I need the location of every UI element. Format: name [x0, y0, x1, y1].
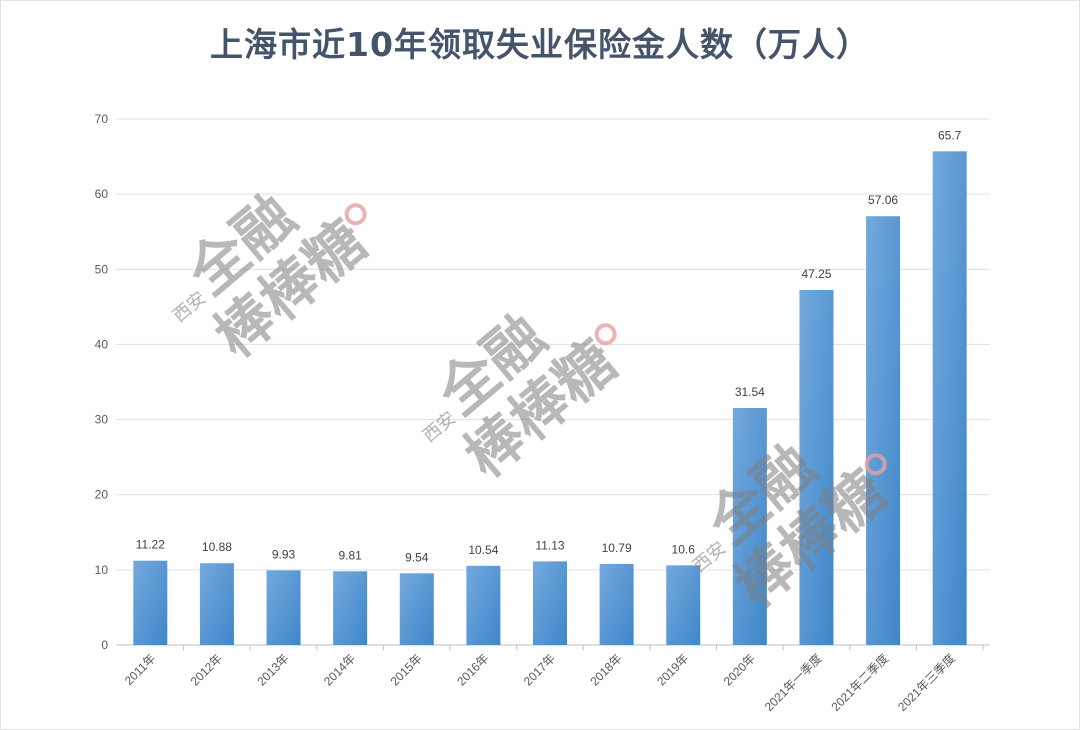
x-tick-label: 2018年	[587, 651, 624, 688]
data-label: 10.79	[602, 541, 632, 555]
y-tick-label: 40	[95, 337, 109, 351]
bar	[666, 565, 701, 645]
bar	[133, 560, 168, 645]
bar	[199, 563, 234, 645]
data-label: 11.13	[535, 538, 564, 552]
watermark-dot-icon	[344, 203, 367, 226]
bar	[732, 407, 767, 645]
y-tick-label: 0	[101, 638, 108, 652]
x-tick-label: 2014年	[321, 651, 358, 688]
watermark-dot-icon	[594, 323, 617, 346]
data-label: 10.6	[672, 542, 696, 556]
data-label: 47.25	[801, 267, 831, 281]
bar	[599, 563, 634, 645]
x-tick-label: 2021年一季度	[761, 651, 824, 714]
data-label: 9.81	[338, 548, 362, 562]
bar	[333, 571, 368, 645]
bar	[866, 216, 901, 645]
data-label: 65.7	[938, 128, 962, 142]
y-tick-label: 50	[95, 262, 109, 276]
data-label: 9.54	[405, 550, 429, 564]
x-tick-label: 2015年	[388, 651, 425, 688]
x-tick-label: 2016年	[454, 651, 491, 688]
bar	[932, 151, 967, 645]
y-tick-label: 10	[95, 563, 109, 577]
bar	[466, 565, 501, 645]
x-tick-label: 2021年三季度	[894, 651, 957, 714]
x-tick-label: 2019年	[654, 651, 691, 688]
bar	[799, 289, 834, 645]
y-tick-label: 70	[95, 112, 109, 126]
y-tick-label: 60	[95, 187, 109, 201]
x-tick-label: 2020年	[721, 651, 758, 688]
x-tick-label: 2021年二季度	[828, 651, 891, 714]
x-tick-label: 2013年	[254, 651, 291, 688]
data-label: 57.06	[868, 193, 898, 207]
x-tick-label: 2011年	[122, 651, 159, 688]
watermark-dot-icon	[864, 453, 887, 476]
bar	[266, 570, 301, 645]
x-tick-label: 2017年	[521, 651, 558, 688]
data-label: 10.54	[468, 543, 498, 557]
y-tick-label: 20	[95, 488, 109, 502]
y-tick-label: 30	[95, 413, 109, 427]
data-label: 9.93	[272, 547, 296, 561]
data-label: 31.54	[735, 385, 765, 399]
data-label: 10.88	[202, 540, 232, 554]
chart-title: 上海市近10年领取失业保险金人数（万人）	[210, 25, 870, 64]
data-label: 11.22	[136, 538, 165, 552]
x-tick-label: 2012年	[188, 651, 225, 688]
bar	[399, 573, 434, 645]
bar	[533, 561, 567, 645]
